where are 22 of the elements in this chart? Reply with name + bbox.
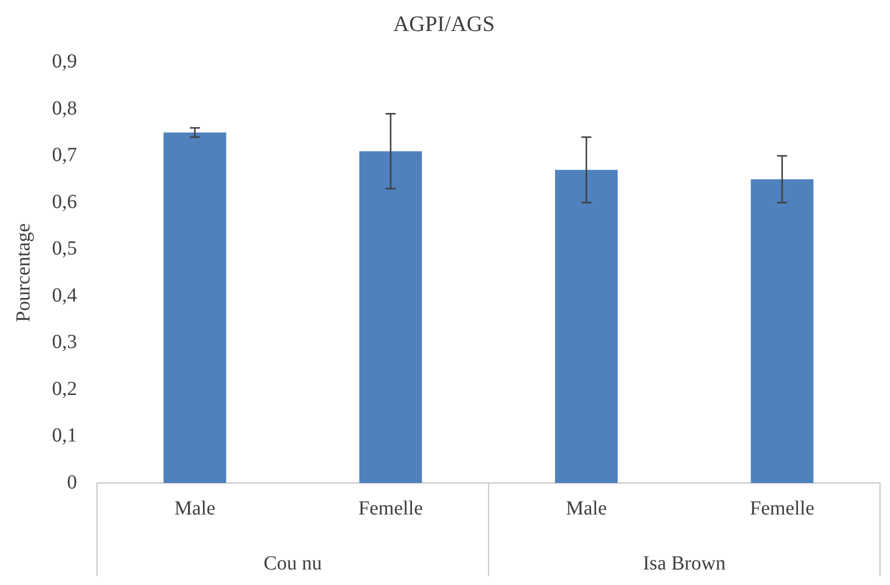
y-tick-label: 0,4 bbox=[52, 284, 77, 306]
y-tick-label: 0,8 bbox=[52, 97, 77, 120]
y-tick-label: 0,6 bbox=[52, 190, 77, 213]
bar bbox=[555, 170, 618, 483]
x-tick-label: Male bbox=[174, 497, 216, 520]
bar bbox=[164, 132, 226, 483]
y-tick-label: 0,3 bbox=[52, 331, 77, 354]
text: Cou nu bbox=[264, 552, 322, 574]
x-tick-label: Femelle bbox=[750, 497, 814, 520]
y-tick-label: 0 bbox=[67, 471, 77, 494]
y-tick-label: 0,5 bbox=[52, 238, 77, 260]
y-tick-label: 0,2 bbox=[52, 378, 77, 400]
text: Isa Brown bbox=[642, 552, 726, 574]
y-tick-label: 0,9 bbox=[52, 50, 77, 73]
chart-title: AGPI/AGS bbox=[393, 10, 495, 36]
y-tick-label: 0,7 bbox=[52, 144, 77, 166]
y-axis-title: Pourcentage bbox=[12, 223, 34, 322]
x-tick-label: Femelle bbox=[358, 497, 423, 520]
bar bbox=[359, 151, 422, 483]
y-tick-label: 0,1 bbox=[52, 424, 77, 447]
bar bbox=[750, 179, 814, 483]
x-tick-label: Male bbox=[566, 497, 608, 520]
